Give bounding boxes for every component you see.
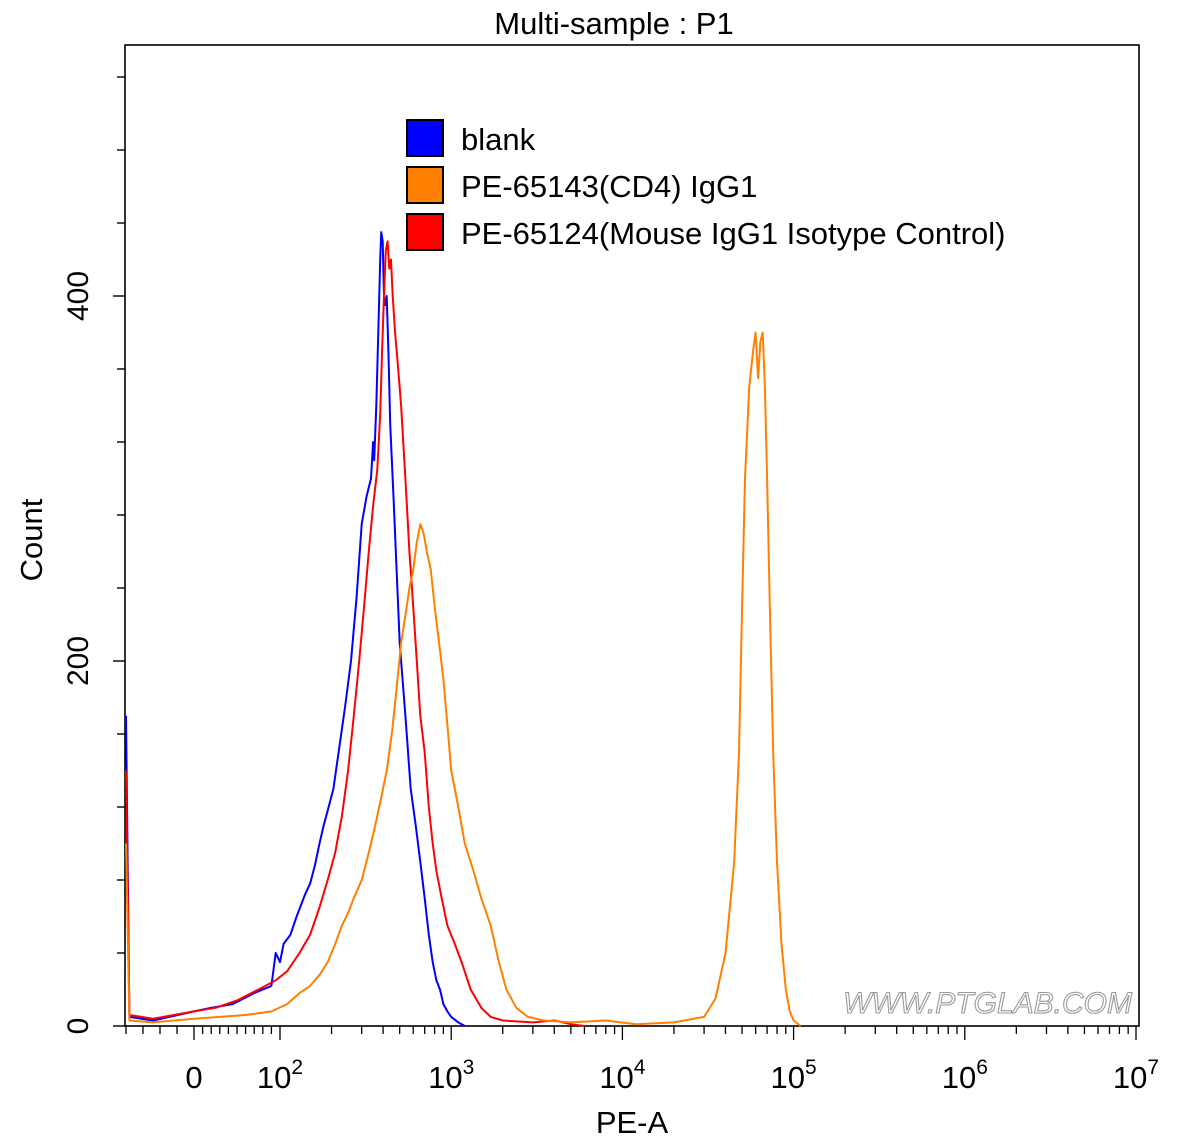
y-axis-tick-labels: 0 200 400 — [62, 271, 95, 1034]
x-axis-minor-ticks — [125, 1026, 1137, 1040]
y-axis-label: Count — [14, 498, 49, 581]
x-tick-label: 106 — [942, 1056, 988, 1095]
y-tick-label: 400 — [62, 271, 95, 321]
x-tick-label: 0 — [185, 1060, 202, 1095]
x-axis-tick-labels: 0 102 103 104 105 106 107 — [185, 1056, 1159, 1095]
y-tick-label: 0 — [62, 1018, 95, 1035]
y-tick-label: 200 — [62, 636, 95, 686]
series-line-2 — [125, 331, 802, 1027]
x-tick-label: 105 — [771, 1056, 817, 1095]
x-tick-label: 107 — [1113, 1056, 1159, 1095]
histogram-series — [125, 231, 802, 1027]
x-tick-label: 103 — [428, 1056, 474, 1095]
y-axis-minor-ticks — [113, 76, 125, 1027]
x-axis-label: PE-A — [596, 1105, 669, 1140]
plot-frame — [124, 44, 1140, 1027]
series-line-0 — [125, 231, 466, 1027]
x-tick-label: 102 — [257, 1056, 303, 1095]
legend-swatch — [406, 166, 444, 204]
chart-title: Multi-sample : P1 — [494, 6, 733, 41]
x-tick-label: 104 — [599, 1056, 645, 1095]
legend-label: PE-65124(Mouse IgG1 Isotype Control) — [461, 216, 1006, 251]
legend-swatch — [406, 119, 444, 157]
legend-swatch — [406, 213, 444, 251]
series-line-1 — [125, 240, 585, 1027]
watermark: WWW.PTGLAB.COM — [843, 987, 1132, 1020]
legend-label: blank — [461, 122, 536, 157]
legend: blank PE-65143(CD4) IgG1 PE-65124(Mouse Ig… — [406, 119, 1006, 251]
legend-label: PE-65143(CD4) IgG1 — [461, 169, 757, 204]
